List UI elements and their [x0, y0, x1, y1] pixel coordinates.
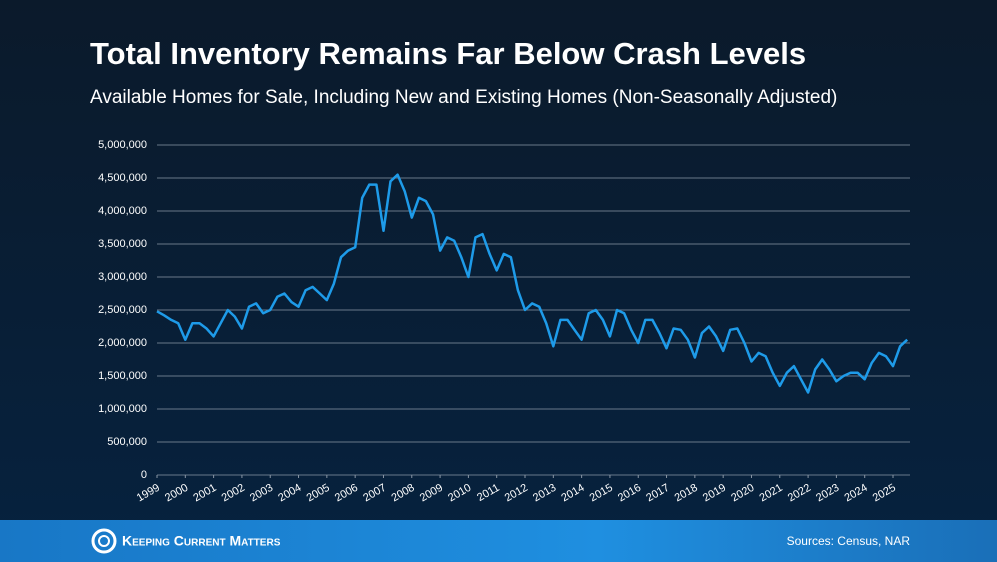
y-tick-label: 1,500,000: [98, 370, 147, 382]
y-tick-label: 500,000: [107, 436, 147, 448]
y-tick-label: 4,500,000: [98, 172, 147, 184]
data-line: [156, 173, 909, 394]
brand: Keeping Current Matters: [122, 533, 281, 549]
y-tick-label: 3,000,000: [98, 271, 147, 283]
y-tick-label: 1,000,000: [98, 403, 147, 415]
y-tick-label: 0: [141, 469, 147, 481]
y-tick-label: 5,000,000: [98, 139, 147, 151]
chart-title: Total Inventory Remains Far Below Crash …: [90, 36, 806, 71]
source-note: Sources: Census, NAR: [787, 534, 911, 548]
y-tick-label: 3,500,000: [98, 238, 147, 250]
y-tick-label: 2,000,000: [98, 337, 147, 349]
chart-subtitle: Available Homes for Sale, Including New …: [90, 87, 837, 108]
y-tick-label: 4,000,000: [98, 205, 147, 217]
footer-bar: [0, 520, 997, 562]
logo-icon: [91, 528, 117, 554]
y-tick-label: 2,500,000: [98, 304, 147, 316]
